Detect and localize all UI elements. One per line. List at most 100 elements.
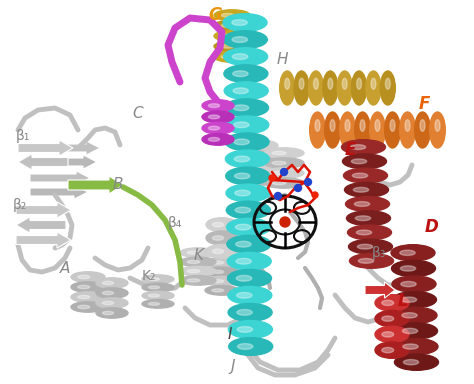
Ellipse shape xyxy=(401,297,417,302)
Ellipse shape xyxy=(212,289,224,292)
Ellipse shape xyxy=(354,202,370,207)
Text: E: E xyxy=(345,141,356,159)
Ellipse shape xyxy=(323,71,338,105)
Ellipse shape xyxy=(142,300,174,308)
Ellipse shape xyxy=(237,344,253,349)
Text: K₂: K₂ xyxy=(142,270,156,283)
Ellipse shape xyxy=(344,168,388,183)
Ellipse shape xyxy=(272,151,286,155)
Ellipse shape xyxy=(313,78,319,89)
Ellipse shape xyxy=(227,252,271,270)
Ellipse shape xyxy=(180,266,216,276)
Text: I: I xyxy=(227,326,232,342)
Ellipse shape xyxy=(221,55,234,58)
Ellipse shape xyxy=(272,181,286,185)
Ellipse shape xyxy=(180,257,216,266)
Ellipse shape xyxy=(224,48,268,66)
Ellipse shape xyxy=(375,342,409,358)
Ellipse shape xyxy=(78,275,90,279)
Ellipse shape xyxy=(346,211,391,226)
Ellipse shape xyxy=(315,120,320,131)
Ellipse shape xyxy=(375,120,380,131)
Ellipse shape xyxy=(343,154,386,169)
Ellipse shape xyxy=(382,300,394,306)
Ellipse shape xyxy=(272,161,286,165)
Ellipse shape xyxy=(401,266,416,271)
Ellipse shape xyxy=(350,145,366,149)
Ellipse shape xyxy=(209,137,219,141)
Polygon shape xyxy=(68,176,123,194)
Ellipse shape xyxy=(264,158,304,168)
Ellipse shape xyxy=(358,258,374,263)
Ellipse shape xyxy=(232,37,247,43)
Ellipse shape xyxy=(348,239,392,254)
Ellipse shape xyxy=(285,78,290,89)
Ellipse shape xyxy=(385,112,401,148)
Polygon shape xyxy=(18,154,68,170)
Ellipse shape xyxy=(202,122,234,134)
Text: G: G xyxy=(209,6,222,23)
Ellipse shape xyxy=(272,171,286,175)
Ellipse shape xyxy=(228,270,272,287)
Ellipse shape xyxy=(382,316,394,321)
Ellipse shape xyxy=(205,267,239,277)
Circle shape xyxy=(281,169,288,175)
Ellipse shape xyxy=(246,144,260,147)
Ellipse shape xyxy=(382,332,394,337)
Ellipse shape xyxy=(264,168,304,178)
Ellipse shape xyxy=(209,115,219,119)
Ellipse shape xyxy=(345,182,389,197)
Ellipse shape xyxy=(232,54,248,60)
Ellipse shape xyxy=(366,71,381,105)
Ellipse shape xyxy=(235,207,250,213)
Ellipse shape xyxy=(352,173,368,178)
Ellipse shape xyxy=(142,275,174,283)
Polygon shape xyxy=(365,282,395,298)
Polygon shape xyxy=(55,141,100,155)
Circle shape xyxy=(304,179,311,185)
Ellipse shape xyxy=(330,120,335,131)
Ellipse shape xyxy=(235,173,250,179)
Ellipse shape xyxy=(371,78,376,89)
Ellipse shape xyxy=(71,282,105,292)
Ellipse shape xyxy=(236,258,251,264)
Ellipse shape xyxy=(180,248,216,257)
Polygon shape xyxy=(16,232,71,248)
Ellipse shape xyxy=(221,45,234,48)
Ellipse shape xyxy=(214,10,250,21)
Ellipse shape xyxy=(214,20,250,31)
Ellipse shape xyxy=(352,71,366,105)
Polygon shape xyxy=(16,217,66,233)
Ellipse shape xyxy=(209,126,219,130)
Ellipse shape xyxy=(349,253,393,268)
Ellipse shape xyxy=(102,311,114,315)
Ellipse shape xyxy=(392,291,437,308)
Ellipse shape xyxy=(356,78,362,89)
Ellipse shape xyxy=(96,298,128,308)
Ellipse shape xyxy=(102,291,114,295)
Ellipse shape xyxy=(205,258,239,267)
Ellipse shape xyxy=(234,122,249,128)
Ellipse shape xyxy=(382,348,394,353)
Ellipse shape xyxy=(228,286,272,304)
Ellipse shape xyxy=(430,112,445,148)
Ellipse shape xyxy=(234,139,249,145)
Ellipse shape xyxy=(238,140,278,151)
Ellipse shape xyxy=(226,150,269,168)
Ellipse shape xyxy=(96,278,128,288)
Ellipse shape xyxy=(142,291,174,300)
Ellipse shape xyxy=(375,295,409,311)
Ellipse shape xyxy=(337,71,352,105)
Ellipse shape xyxy=(223,31,267,48)
Ellipse shape xyxy=(206,244,238,258)
Ellipse shape xyxy=(299,78,304,89)
Polygon shape xyxy=(18,140,73,156)
Circle shape xyxy=(269,175,275,181)
Ellipse shape xyxy=(212,236,224,240)
Ellipse shape xyxy=(212,280,224,283)
Text: L: L xyxy=(398,293,408,310)
Ellipse shape xyxy=(202,134,234,145)
Ellipse shape xyxy=(96,308,128,318)
Ellipse shape xyxy=(391,245,435,261)
Ellipse shape xyxy=(347,225,392,240)
